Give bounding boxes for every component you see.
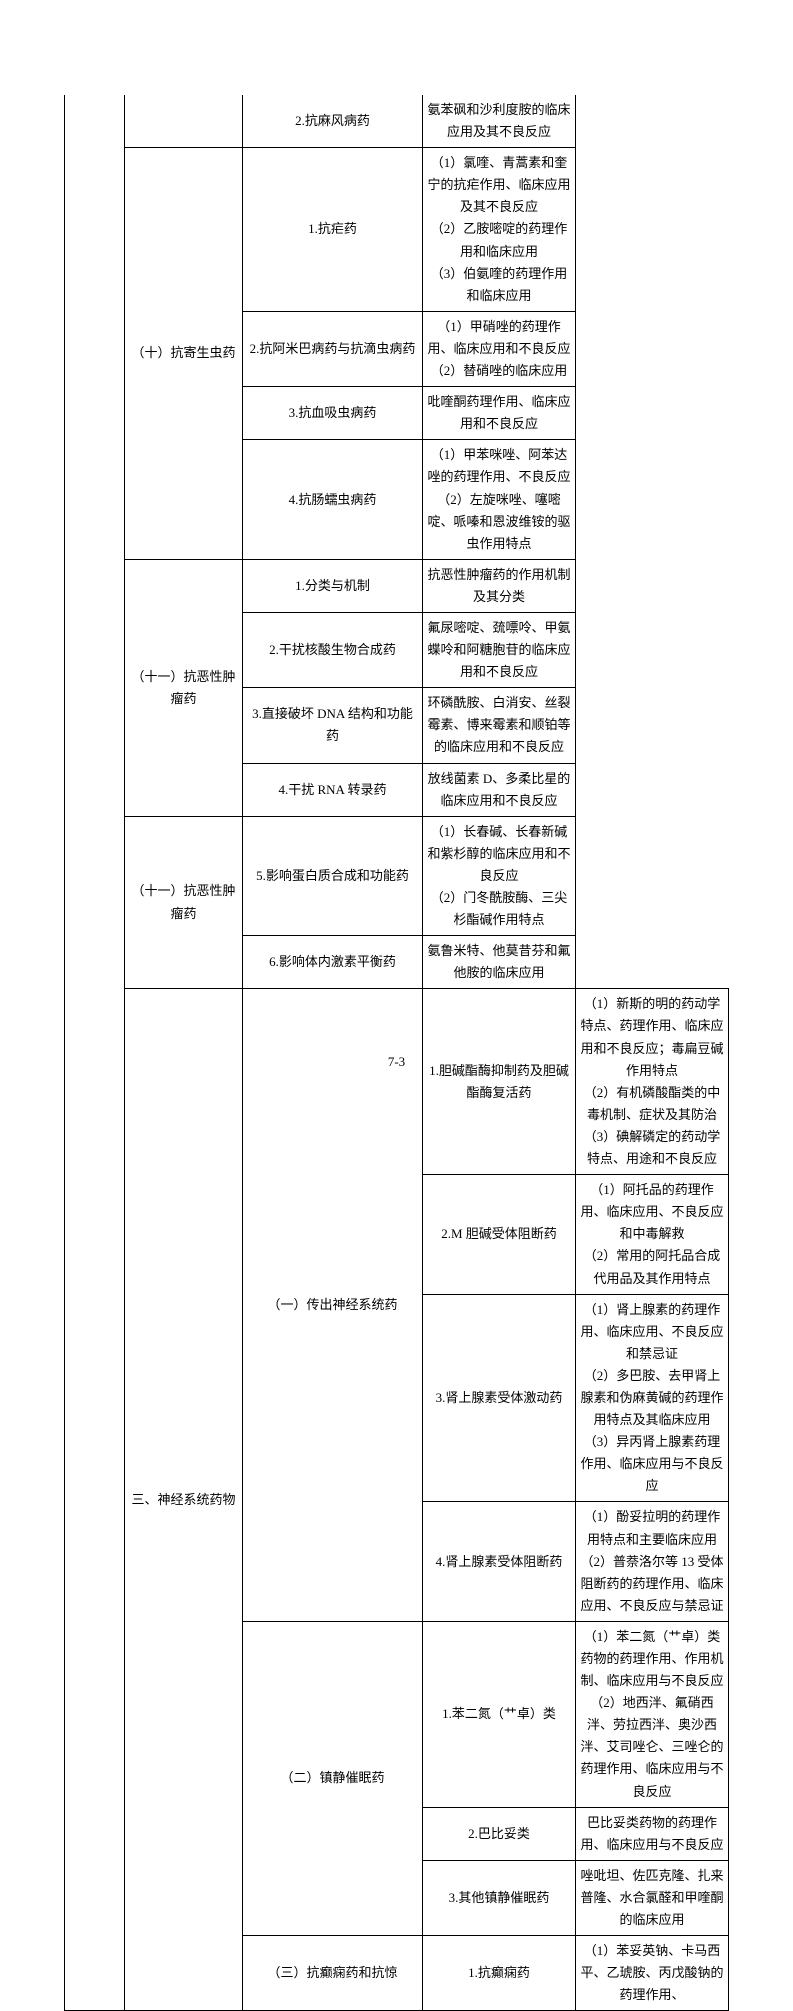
col-category-2: （二）镇静催眠药 — [243, 1621, 423, 1935]
col-category-2 — [125, 95, 243, 148]
col-topic: 1.苯二氮（艹卓）类 — [423, 1621, 576, 1807]
col-topic: 2.干扰核酸生物合成药 — [243, 612, 423, 687]
col-detail: （1）甲硝唑的药理作用、临床应用和不良反应（2）替硝唑的临床应用 — [423, 311, 576, 386]
table-row: （十一）抗恶性肿瘤药1.分类与机制抗恶性肿瘤药的作用机制及其分类 — [65, 559, 729, 612]
col-topic: 5.影响蛋白质合成和功能药 — [243, 816, 423, 935]
col-detail: 放线菌素 D、多柔比星的临床应用和不良反应 — [423, 763, 576, 816]
col-detail: （1）苯二氮（艹卓）类药物的药理作用、作用机制、临床应用与不良反应（2）地西泮、… — [576, 1621, 729, 1807]
col-topic: 3.其他镇静催眠药 — [423, 1860, 576, 1935]
col-topic: 6.影响体内激素平衡药 — [243, 936, 423, 989]
col-category-2: （十一）抗恶性肿瘤药 — [125, 816, 243, 989]
col-detail: 氨苯砜和沙利度胺的临床应用及其不良反应 — [423, 95, 576, 148]
col-detail: （1）肾上腺素的药理作用、临床应用、不良反应和禁忌证（2）多巴胺、去甲肾上腺素和… — [576, 1294, 729, 1502]
col-detail: 唑吡坦、佐匹克隆、扎来普隆、水合氯醛和甲喹酮的临床应用 — [576, 1860, 729, 1935]
table-row: （十）抗寄生虫药1.抗疟药（1）氯喹、青蒿素和奎宁的抗疟作用、临床应用及其不良反… — [65, 148, 729, 312]
col-topic: 4.干扰 RNA 转录药 — [243, 763, 423, 816]
col-category-1: 三、神经系统药物 — [125, 989, 243, 2011]
col-detail: （1）新斯的明的药动学特点、药理作用、临床应用和不良反应；毒扁豆碱作用特点（2）… — [576, 989, 729, 1175]
col-detail: 氨鲁米特、他莫昔芬和氟他胺的临床应用 — [423, 936, 576, 989]
col-topic: 1.分类与机制 — [243, 559, 423, 612]
col-topic: 4.肾上腺素受体阻断药 — [423, 1502, 576, 1621]
col-topic: 2.抗麻风病药 — [243, 95, 423, 148]
col-detail: （1）阿托品的药理作用、临床应用、不良反应和中毒解救（2）常用的阿托品合成代用品… — [576, 1175, 729, 1294]
table-row: （十一）抗恶性肿瘤药5.影响蛋白质合成和功能药（1）长春碱、长春新碱和紫杉醇的临… — [65, 816, 729, 935]
col-category-2: （三）抗癫痫药和抗惊 — [243, 1936, 423, 2011]
col-detail: 环磷酰胺、白消安、丝裂霉素、博来霉素和顺铂等的临床应用和不良反应 — [423, 688, 576, 763]
col-detail: （1）甲苯咪唑、阿苯达唑的药理作用、不良反应（2）左旋咪唑、噻嘧啶、哌嗪和恩波维… — [423, 440, 576, 559]
col-detail: （1）长春碱、长春新碱和紫杉醇的临床应用和不良反应（2）门冬酰胺酶、三尖杉酯碱作… — [423, 816, 576, 935]
col-detail: 抗恶性肿瘤药的作用机制及其分类 — [423, 559, 576, 612]
col-detail: 氟尿嘧啶、巯嘌呤、甲氨蝶呤和阿糖胞苷的临床应用和不良反应 — [423, 612, 576, 687]
col-topic: 2.M 胆碱受体阻断药 — [423, 1175, 576, 1294]
col-topic: 3.直接破坏 DNA 结构和功能药 — [243, 688, 423, 763]
col-category-2: （一）传出神经系统药 — [243, 989, 423, 1622]
col-detail: （1）氯喹、青蒿素和奎宁的抗疟作用、临床应用及其不良反应（2）乙胺嘧啶的药理作用… — [423, 148, 576, 312]
col-topic: 4.抗肠蠕虫病药 — [243, 440, 423, 559]
col-topic: 2.抗阿米巴病药与抗滴虫病药 — [243, 311, 423, 386]
col-topic: 1.抗疟药 — [243, 148, 423, 312]
table-row: 2.抗麻风病药氨苯砜和沙利度胺的临床应用及其不良反应 — [65, 95, 729, 148]
col-detail: （1）酚妥拉明的药理作用特点和主要临床应用（2）普萘洛尔等 13 受体阻断药的药… — [576, 1502, 729, 1621]
col-topic: 1.抗癫痫药 — [423, 1936, 576, 2011]
col-category-2: （十）抗寄生虫药 — [125, 148, 243, 560]
col-detail: （1）苯妥英钠、卡马西平、乙琥胺、丙戊酸钠的药理作用、 — [576, 1936, 729, 2011]
syllabus-table: 2.抗麻风病药氨苯砜和沙利度胺的临床应用及其不良反应（十）抗寄生虫药1.抗疟药（… — [64, 95, 729, 2011]
col-topic: 3.肾上腺素受体激动药 — [423, 1294, 576, 1502]
col-topic: 3.抗血吸虫病药 — [243, 387, 423, 440]
col-topic: 2.巴比妥类 — [423, 1807, 576, 1860]
col-topic: 1.胆碱酯酶抑制药及胆碱酯酶复活药 — [423, 989, 576, 1175]
page-number: 7-3 — [0, 1054, 793, 1070]
table-row: 三、神经系统药物（一）传出神经系统药1.胆碱酯酶抑制药及胆碱酯酶复活药（1）新斯… — [65, 989, 729, 1175]
col-category-2: （十一）抗恶性肿瘤药 — [125, 559, 243, 816]
col-category-1 — [65, 95, 125, 2011]
col-detail: 吡喹酮药理作用、临床应用和不良反应 — [423, 387, 576, 440]
col-detail: 巴比妥类药物的药理作用、临床应用与不良反应 — [576, 1807, 729, 1860]
